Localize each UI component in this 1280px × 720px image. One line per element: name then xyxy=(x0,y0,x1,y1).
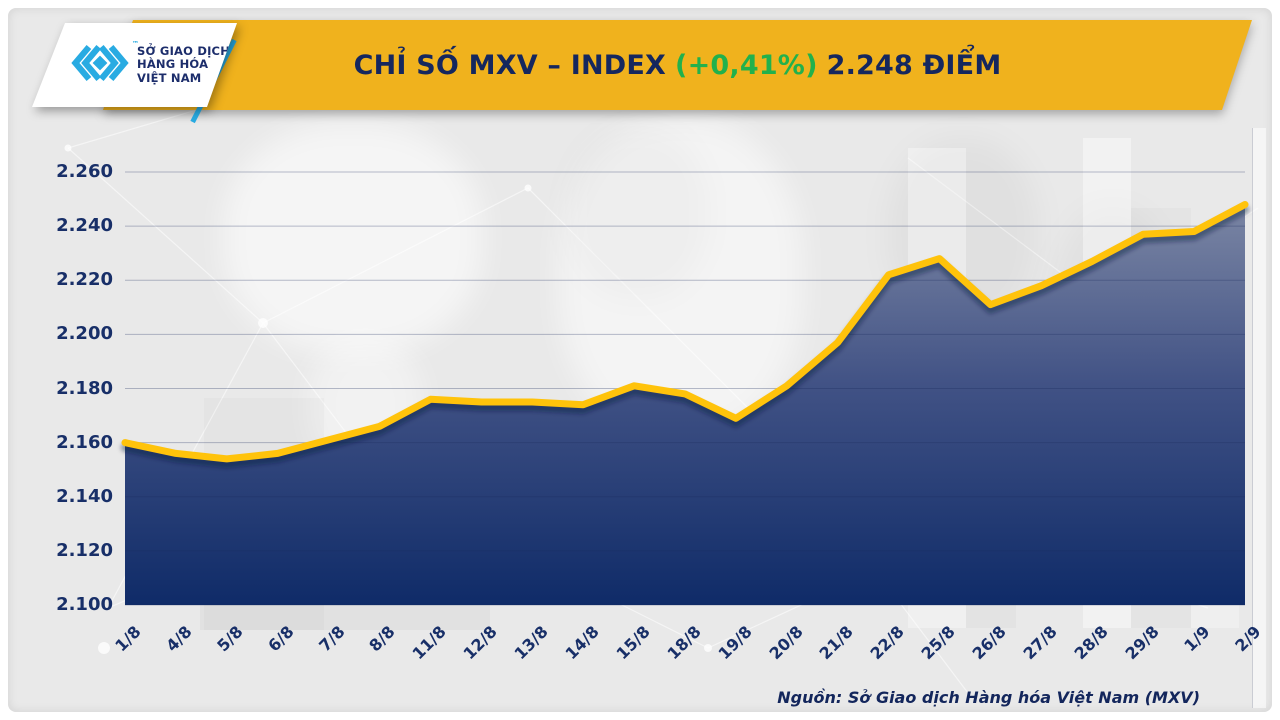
chart-title-change: (+0,41%) xyxy=(675,49,818,81)
index-line xyxy=(121,201,1249,463)
trademark-symbol: ™ xyxy=(132,40,139,48)
y-tick-label: 2.100 xyxy=(56,594,113,615)
mxv-logo-text: SỞ GIAO DỊCH HÀNG HÓA VIỆT NAM xyxy=(137,45,230,86)
y-tick-label: 2.220 xyxy=(56,269,113,291)
y-tick-label: 2.160 xyxy=(56,431,113,453)
logo-line-1: SỞ GIAO DỊCH xyxy=(137,43,231,58)
y-tick-label: 2.260 xyxy=(56,161,113,182)
y-tick-label: 2.240 xyxy=(56,215,113,237)
chart-title-value: 2.248 ĐIỂM xyxy=(826,49,1002,81)
title-banner: CHỈ SỐ MXV – INDEX (+0,41%) 2.248 ĐIỂM xyxy=(103,20,1252,110)
source-note: Nguồn: Sở Giao dịch Hàng hóa Việt Nam (M… xyxy=(777,688,1200,707)
logo-line-3: VIỆT NAM xyxy=(137,70,202,85)
mxv-logo: ™ SỞ GIAO DỊCH HÀNG HÓA VIỆT NAM xyxy=(32,23,237,107)
y-tick-label: 2.140 xyxy=(56,485,113,507)
mxv-logo-icon: ™ xyxy=(68,42,132,88)
y-tick-label: 2.120 xyxy=(56,539,113,561)
chart-canvas: 2.100 2.120 2.140 2.160 2.180 2.200 2.220 2.240… xyxy=(8,8,1272,712)
mxv-logo-card: ™ SỞ GIAO DỊCH HÀNG HÓA VIỆT NAM xyxy=(32,23,237,107)
chart-title: CHỈ SỐ MXV – INDEX (+0,41%) 2.248 ĐIỂM xyxy=(354,50,1002,81)
y-tick-label: 2.200 xyxy=(56,323,113,345)
mxv-index-area-chart xyxy=(120,171,1250,606)
y-tick-label: 2.180 xyxy=(56,377,113,399)
title-banner-shape: CHỈ SỐ MXV – INDEX (+0,41%) 2.248 ĐIỂM xyxy=(103,20,1252,110)
chart-title-main: CHỈ SỐ MXV – INDEX xyxy=(353,49,667,81)
index-area-fill xyxy=(125,204,1245,605)
index-line-shadow xyxy=(120,205,1250,469)
logo-line-2: HÀNG HÓA xyxy=(137,57,209,72)
